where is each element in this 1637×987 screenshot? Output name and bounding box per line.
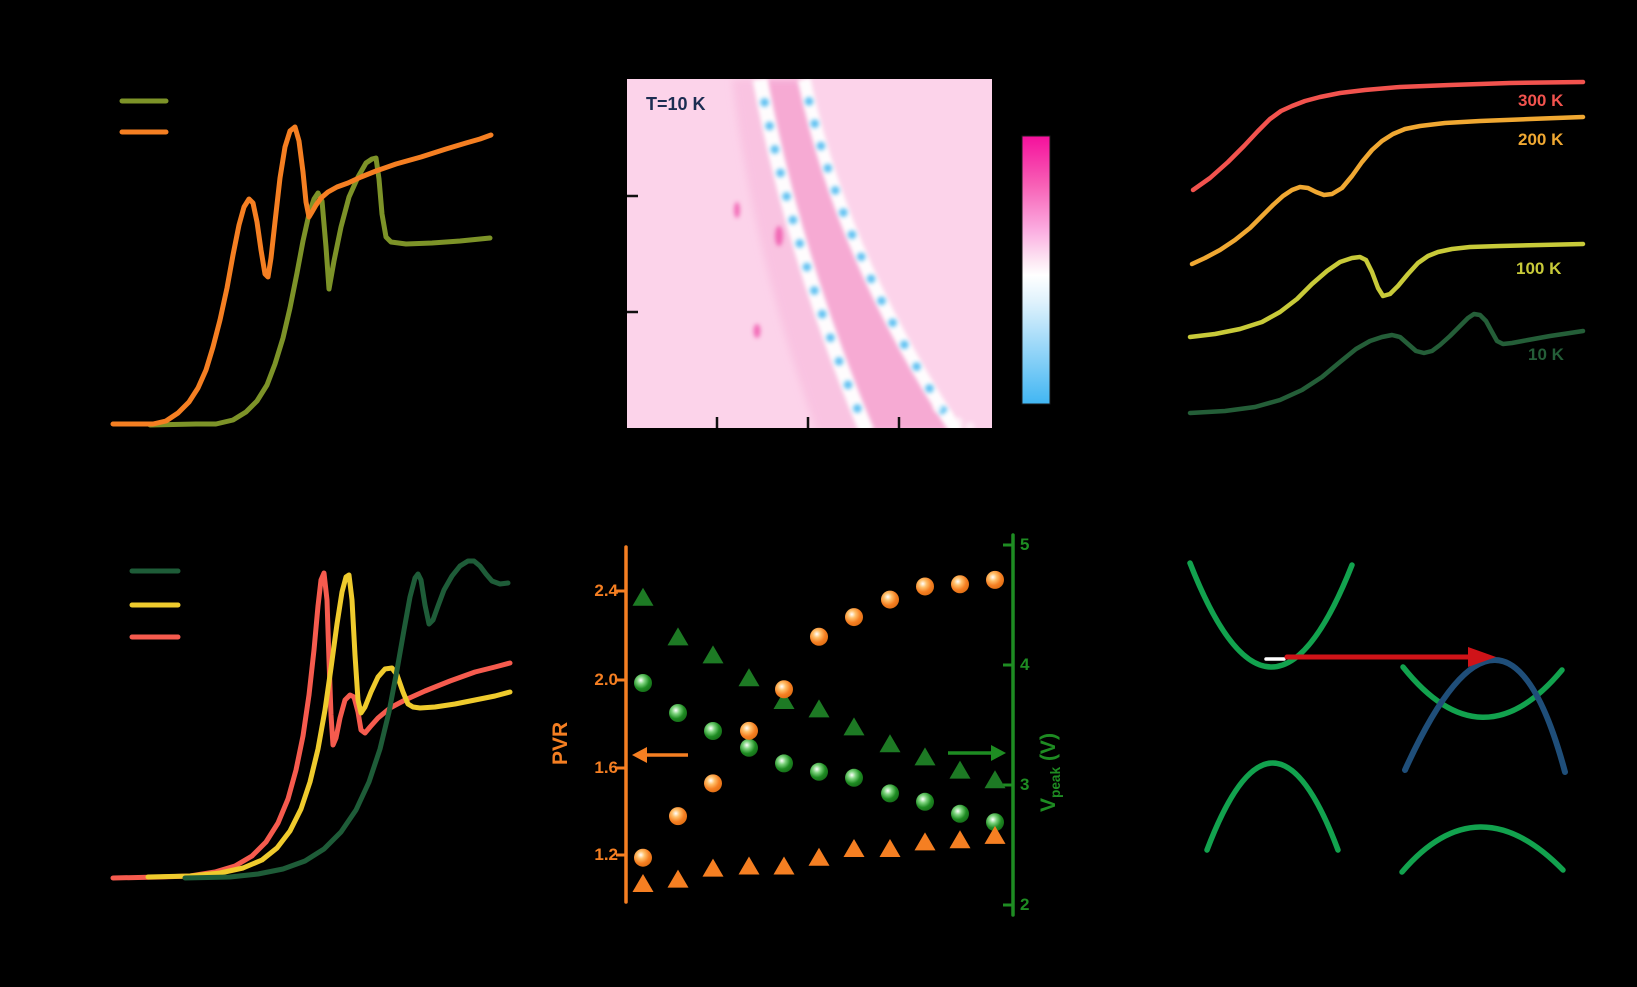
vpeak-tick-4: 4: [1020, 655, 1030, 674]
vpeak-axis-arrow: [991, 745, 1006, 761]
vpeak-axis-label: Vpeak (V): [1037, 733, 1064, 812]
vpeak-label-main: V: [1037, 797, 1060, 812]
vpeak-tick-5: 5: [1020, 535, 1030, 554]
vpeak1-green-circles: [634, 674, 1004, 832]
vpeak-tick-3: 3: [1020, 775, 1030, 794]
pvr-axis-arrow: [632, 747, 647, 763]
curve-300K: [1190, 79, 1586, 193]
panel-f-band-diagram: [1187, 560, 1568, 875]
pvr1-orange-circles: [634, 570, 1004, 867]
pvr-tick-1.6: 1.6: [594, 758, 618, 777]
conduction-band-right: [1400, 664, 1565, 720]
green-iv-curve: [147, 155, 493, 428]
red-iv-curve: [110, 570, 513, 881]
vpeak-label-sub: peak: [1048, 766, 1064, 798]
curve-label-200K: 200 K: [1518, 130, 1564, 149]
curve-label-300K: 300 K: [1518, 91, 1564, 110]
colorbar: [1021, 135, 1051, 405]
panel-a-top-left: [110, 98, 494, 428]
yellow-iv-curve: [145, 572, 513, 880]
panel-c-temperature-curves: [1187, 79, 1586, 416]
panel-e-pvr-vpeak: [616, 533, 1015, 917]
curve-200K: [1189, 114, 1586, 267]
heatmap-temperature-label: T=10 K: [646, 94, 706, 114]
orange-iv-curve: [110, 124, 494, 427]
vpeak2-green-triangles: [632, 587, 1006, 789]
valence-band-right-blue: [1402, 657, 1568, 775]
pvr2-orange-triangles: [632, 825, 1006, 892]
conduction-band-left: [1187, 560, 1355, 670]
pvr-tick-1.2: 1.2: [594, 845, 618, 864]
pvr-axis-label: PVR: [549, 721, 572, 765]
pvr-tick-2.0: 2.0: [594, 670, 618, 689]
vpeak-tick-2: 2: [1020, 895, 1030, 914]
curve-label-100K: 100 K: [1516, 259, 1562, 278]
curve-100K: [1187, 241, 1586, 340]
valence-band-right-lower: [1399, 824, 1566, 875]
curve-label-10K: 10 K: [1528, 345, 1564, 364]
tunneling-arrow: [1468, 647, 1496, 667]
darkgreen-iv-curve: [182, 558, 511, 881]
vpeak-label-unit: (V): [1037, 733, 1060, 767]
valence-band-left: [1204, 760, 1341, 853]
curve-10K: [1187, 311, 1586, 416]
panel-d-bottom-left: [110, 558, 513, 881]
pvr-tick-2.4: 2.4: [594, 581, 618, 600]
didv-colormap: [627, 79, 992, 428]
